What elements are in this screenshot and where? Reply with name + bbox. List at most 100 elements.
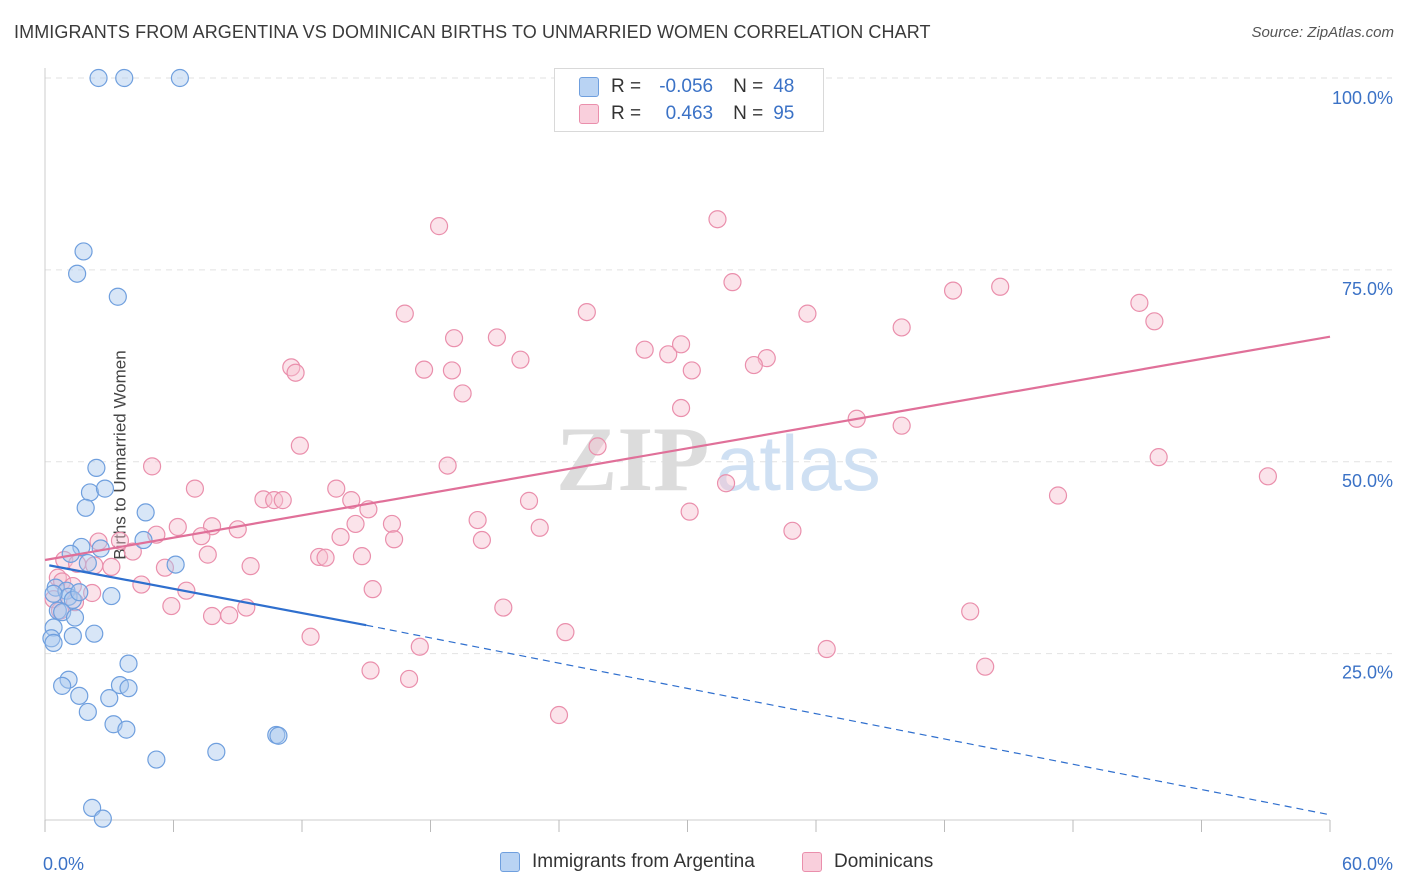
y-tick-label: 25.0%: [1342, 663, 1393, 683]
argentina-point: [136, 503, 155, 522]
argentina-point: [207, 742, 226, 761]
legend-item-dominicans[interactable]: Dominicans: [802, 851, 933, 873]
dominican-point: [635, 340, 654, 359]
n-label: N =: [733, 76, 764, 97]
axes: [44, 68, 1331, 832]
watermark: ZIP atlas: [556, 408, 881, 510]
dominican-point: [142, 457, 162, 476]
dominican-point: [682, 361, 701, 380]
dominican-point: [382, 514, 402, 534]
dominican-point: [123, 542, 142, 561]
dominican-point: [220, 606, 239, 625]
dominican-point: [991, 277, 1010, 296]
x-tick-label: 0.0%: [43, 854, 84, 874]
dominican-point: [1258, 467, 1277, 486]
dominican-trend-line: [44, 335, 1331, 562]
dominican-point: [798, 304, 817, 323]
dominican-point: [961, 602, 980, 621]
dominican-point: [327, 479, 346, 498]
argentina-point: [44, 618, 63, 637]
argentina-trend-line: [49, 564, 367, 627]
r-value: 0.463: [665, 103, 714, 124]
dominican-point: [342, 491, 361, 510]
dominican-point: [185, 479, 205, 498]
legend-label-dominicans: Dominicans: [834, 851, 934, 872]
dominican-point: [361, 661, 380, 680]
dominican-point: [352, 547, 372, 566]
dominican-point: [468, 510, 487, 530]
x-tick-label: 60.0%: [1342, 854, 1393, 874]
argentina-point: [93, 809, 112, 828]
dominican-point: [346, 514, 365, 534]
dominican-point: [783, 521, 802, 540]
argentina-point: [78, 553, 97, 573]
trend-lines: [44, 335, 1331, 816]
argentina-point: [72, 537, 91, 557]
argentina-point: [119, 654, 138, 673]
dominican-point: [1149, 448, 1168, 467]
dominican-point: [399, 669, 419, 689]
dominican-point: [384, 530, 404, 549]
legend-swatch-pink: [802, 852, 822, 872]
legend-row-dominicans: R = 0.463 N = 95: [579, 101, 794, 127]
y-tick-label: 50.0%: [1342, 471, 1393, 491]
dominican-point: [202, 606, 222, 626]
dominican-point: [680, 502, 699, 521]
dominican-point: [316, 548, 335, 567]
dominican-point: [723, 273, 742, 292]
x-tick-labels: 0.0% 60.0%: [43, 854, 1393, 874]
dominican-point: [110, 531, 130, 550]
series-legend: Immigrants from Argentina Dominicans: [0, 851, 1406, 879]
dominican-point: [1145, 312, 1164, 331]
dominican-point: [976, 657, 995, 676]
n-value: 95: [773, 103, 795, 124]
dominican-point: [162, 596, 181, 616]
dominican-point: [444, 329, 464, 348]
argentina-point: [70, 686, 89, 705]
dominican-point: [290, 436, 309, 455]
dominican-point: [671, 335, 691, 354]
dominican-point: [198, 545, 217, 564]
y-tick-label: 75.0%: [1342, 279, 1393, 299]
argentina-point: [166, 555, 185, 574]
argentina-point: [83, 798, 102, 817]
dominican-point: [708, 210, 727, 229]
dominican-point: [588, 437, 607, 456]
argentina-point: [74, 242, 93, 261]
dominican-point: [487, 328, 506, 347]
legend-label-argentina: Immigrants from Argentina: [532, 851, 755, 872]
dominican-point: [716, 474, 736, 493]
r-label: R =: [611, 103, 642, 124]
dominican-point: [1048, 486, 1068, 505]
dominican-point: [442, 361, 462, 380]
correlation-legend: R = -0.056 N = 48 R = 0.463 N = 95: [554, 68, 824, 132]
dominican-point: [943, 281, 963, 300]
argentina-point: [44, 584, 63, 603]
dominican-point: [817, 639, 836, 659]
dominican-point: [494, 598, 513, 617]
dominican-point: [331, 527, 350, 547]
argentina-point: [100, 689, 119, 708]
argentina-point: [80, 483, 100, 502]
dominican-point: [671, 398, 691, 418]
dominican-point: [530, 518, 549, 537]
r-value: -0.056: [659, 76, 714, 97]
argentina-point: [78, 702, 97, 722]
r-label: R =: [611, 76, 642, 97]
dominican-point: [83, 583, 102, 603]
argentina-trend-extension: [366, 624, 1331, 816]
chart-source: Source: ZipAtlas.com: [1251, 24, 1394, 41]
dominican-point: [155, 558, 175, 577]
argentina-point: [42, 629, 61, 648]
argentina-point: [70, 583, 89, 602]
y-tick-label: 100.0%: [1332, 88, 1393, 108]
argentina-point: [44, 633, 63, 652]
dominican-point: [168, 517, 187, 537]
argentina-point: [108, 287, 127, 306]
argentina-point: [102, 586, 121, 606]
argentina-point: [119, 679, 138, 698]
argentina-point: [65, 608, 85, 627]
legend-item-argentina[interactable]: Immigrants from Argentina: [500, 851, 755, 873]
dominican-point: [453, 384, 472, 403]
